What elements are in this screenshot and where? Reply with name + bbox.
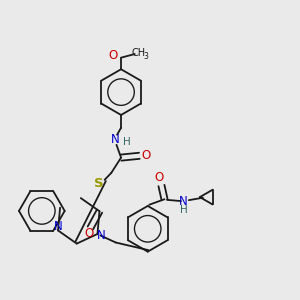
Text: O: O [108,49,117,62]
Text: O: O [155,171,164,184]
Text: 3: 3 [143,52,148,61]
Text: CH: CH [132,48,146,58]
Text: H: H [180,205,188,215]
Text: N: N [179,195,188,208]
Text: O: O [142,149,151,162]
Text: O: O [84,227,94,240]
Text: H: H [123,137,131,147]
Text: N: N [97,229,106,242]
Text: N: N [54,220,62,233]
Text: S: S [94,177,104,190]
Text: N: N [111,133,120,146]
